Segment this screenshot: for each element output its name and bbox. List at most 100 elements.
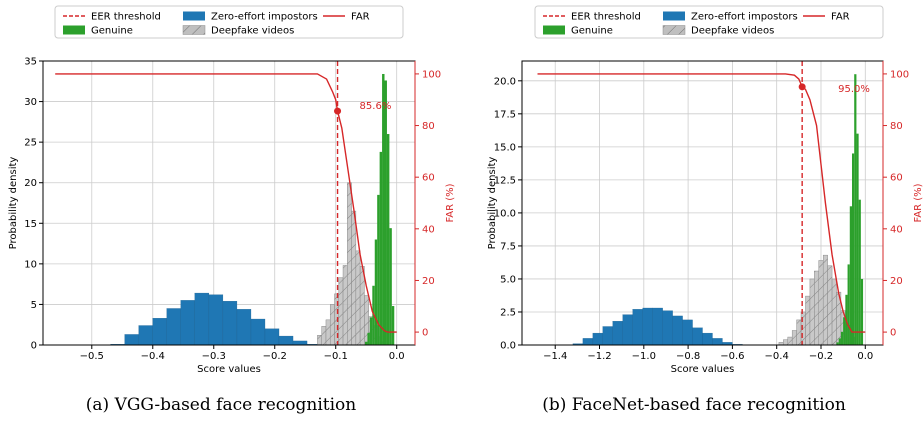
legend-zero-effort-label: Zero-effort impostors <box>691 12 798 23</box>
y-tick-label: 25 <box>24 138 37 149</box>
zero-effort-bar <box>632 309 643 346</box>
zero-effort-bar <box>582 338 594 346</box>
deepfake-bar <box>783 339 789 346</box>
deepfake-bar <box>818 260 824 346</box>
deepfake-bar <box>329 304 335 346</box>
genuine-bar <box>391 306 395 345</box>
y2-tick-label: 0 <box>890 328 896 339</box>
x-tick-label: −0.6 <box>720 351 744 362</box>
y2-tick-label: 40 <box>890 224 903 235</box>
y2-axis-label: FAR (%) <box>445 183 456 222</box>
panel-facenet: 95.0% −1.4 −1.2 −1.0 −0.8 −0.6 −0.4 −0.2 0.0 0.0 2… <box>487 5 924 375</box>
zero-effort-bar <box>622 314 633 346</box>
legend-deepfake-label: Deepfake videos <box>211 26 294 37</box>
y-tick-label: 0.0 <box>500 341 516 352</box>
y-tick-label: 20 <box>24 178 37 189</box>
genuine-bar <box>364 341 368 345</box>
y-axis-label: Probability density <box>487 157 498 250</box>
y-tick-label: 0 <box>31 341 37 352</box>
genuine-bar <box>386 134 390 345</box>
y-tick-label: 12.5 <box>494 175 516 186</box>
deepfake-bar <box>359 266 365 346</box>
zero-effort-bar <box>592 332 603 346</box>
zero-effort-bar <box>278 335 294 346</box>
deepfake-bar <box>351 210 357 346</box>
zero-effort-bar <box>652 307 663 346</box>
genuine-bar <box>840 331 844 345</box>
x-axis-label: Score values <box>671 364 735 375</box>
far-line <box>55 73 397 333</box>
caption-vgg: (a) VGG-based face recognition <box>86 395 357 415</box>
x-axis-label: Score values <box>197 364 261 375</box>
genuine-bar <box>382 73 385 346</box>
legend-eer-label: EER threshold <box>571 12 641 23</box>
legend-far-label: FAR <box>831 12 850 23</box>
y2-tick-label: 80 <box>422 121 435 132</box>
genuine-bar <box>849 206 852 345</box>
zero-effort-bar <box>662 310 673 346</box>
genuine-bar <box>854 74 857 346</box>
genuine-bar <box>377 194 380 345</box>
zero-effort-bar <box>672 315 683 346</box>
deepfake-bar <box>321 326 327 346</box>
x-tick-label: −1.4 <box>543 351 567 362</box>
eer-label: 85.6% <box>360 101 392 112</box>
deepfake-bar <box>809 278 815 346</box>
zero-effort-bar <box>236 309 252 346</box>
zero-effort-bar <box>208 294 224 346</box>
zero-effort-bar <box>152 318 167 346</box>
deepfake-bar <box>814 270 820 346</box>
legend: EER threshold Zero-effort impostors FAR Gen… <box>534 5 884 39</box>
zero-effort-bar <box>642 307 653 346</box>
genuine-bar <box>858 199 861 345</box>
y2-axis-label: FAR (%) <box>913 183 924 222</box>
y-tick-label: 17.5 <box>494 109 516 120</box>
zero-effort-bar <box>250 318 266 346</box>
zero-effort-bar <box>264 328 280 346</box>
y-tick-label: 30 <box>24 97 37 108</box>
y-axis-label: Probability density <box>8 157 19 250</box>
zero-effort-bar <box>612 321 623 346</box>
y2-tick-label: 100 <box>422 69 441 80</box>
deepfake-bar <box>342 265 348 346</box>
genuine-bar <box>838 338 841 345</box>
zero-effort-bar <box>682 319 693 346</box>
zero-effort-bar <box>180 300 195 346</box>
zero-effort-bar <box>692 327 703 346</box>
x-tick-label: −0.4 <box>765 351 789 362</box>
y2-tick-label: 20 <box>890 276 903 287</box>
y-tick-label: 10 <box>24 259 37 270</box>
zero-effort-bar <box>124 334 139 346</box>
legend-genuine-label: Genuine <box>571 26 613 37</box>
legend-deepfake-swatch <box>182 25 206 35</box>
y-tick-label: 5 <box>31 300 37 311</box>
legend-zero-effort-swatch <box>183 11 205 21</box>
x-tick-label: −1.0 <box>632 351 656 362</box>
x-tick-label: −0.4 <box>141 351 165 362</box>
eer-label: 95.0% <box>838 84 870 95</box>
deepfake-bar <box>827 265 833 346</box>
panel-vgg: 85.6% −0.5 −0.4 −0.3 −0.2 −0.1 0.0 0 5 10 15 20 25 30… <box>8 5 456 375</box>
genuine-bar <box>369 317 373 345</box>
deepfake-bar <box>822 254 828 346</box>
caption-facenet: (b) FaceNet-based face recognition <box>542 395 846 415</box>
legend-box <box>54 5 404 39</box>
deepfake-bar <box>325 319 331 346</box>
y2-tick-label: 40 <box>422 224 435 235</box>
y2-tick-label: 60 <box>422 173 435 184</box>
genuine-bar <box>847 264 850 345</box>
y-tick-label: 7.5 <box>500 241 516 252</box>
legend-zero-effort-swatch <box>663 11 685 21</box>
y-tick-label: 20.0 <box>494 76 516 87</box>
genuine-bar <box>367 332 370 345</box>
genuine-bar <box>379 151 383 345</box>
legend-deepfake-swatch <box>662 25 686 35</box>
deepfake-bar <box>791 330 797 346</box>
x-tick-label: −0.1 <box>324 351 348 362</box>
deepfake-bar <box>347 182 352 346</box>
zero-effort-bar <box>712 338 723 346</box>
deepfake-bar <box>796 319 802 346</box>
y2-tick-label: 0 <box>422 328 428 339</box>
zero-effort-bar <box>602 326 613 346</box>
